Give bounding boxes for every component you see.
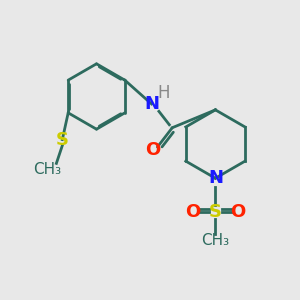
Text: O: O: [230, 203, 245, 221]
Text: O: O: [185, 203, 201, 221]
Text: H: H: [158, 84, 170, 102]
Text: O: O: [145, 141, 160, 159]
Text: S: S: [209, 203, 222, 221]
Text: S: S: [56, 130, 69, 148]
Text: N: N: [208, 169, 223, 187]
Text: CH₃: CH₃: [201, 233, 230, 248]
Text: CH₃: CH₃: [33, 162, 61, 177]
Text: N: N: [144, 95, 159, 113]
